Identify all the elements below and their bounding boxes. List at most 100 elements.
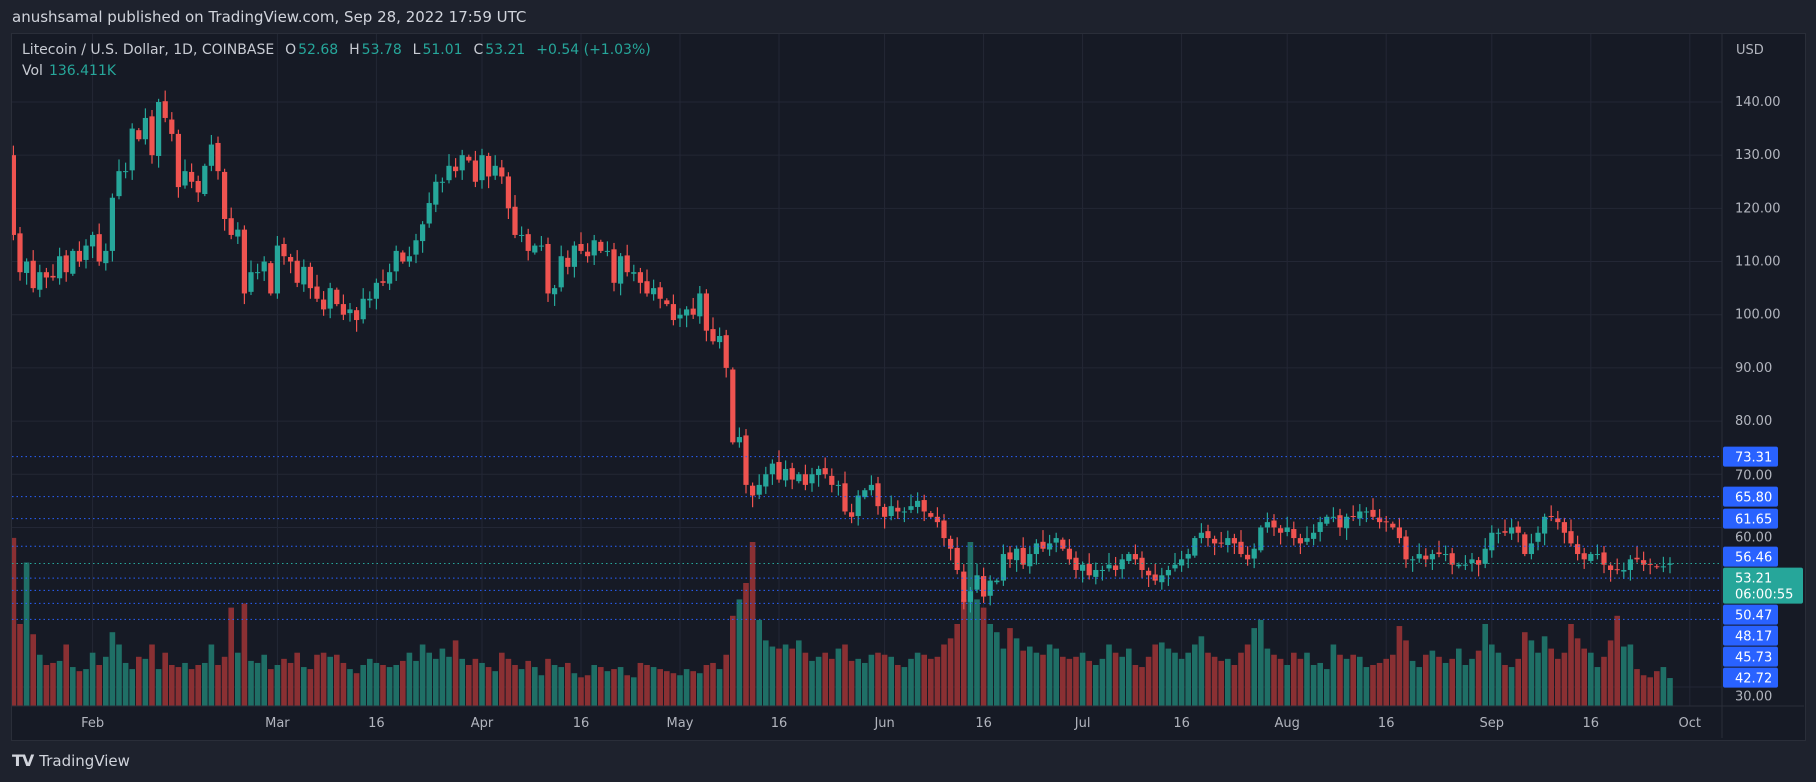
candle-body — [1357, 511, 1363, 519]
candle-body — [24, 261, 30, 273]
candle-body — [525, 234, 531, 251]
volume-bar — [1330, 644, 1337, 706]
candle-body — [1601, 552, 1607, 565]
candle-body — [499, 167, 505, 177]
volume-bar — [914, 652, 921, 706]
candle-body — [420, 224, 426, 242]
candle-body — [1146, 570, 1152, 576]
candle-body — [1515, 526, 1521, 533]
candle-body — [307, 266, 313, 289]
candle-body — [215, 142, 221, 172]
volume-bar — [221, 656, 228, 706]
volume-bar — [122, 662, 129, 706]
candle-body — [1594, 554, 1600, 556]
candle-body — [1185, 554, 1191, 559]
candle-body — [816, 468, 822, 476]
candle-body — [354, 310, 360, 321]
candle-body — [1396, 527, 1402, 539]
candle-body — [123, 171, 129, 173]
volume-bar — [1271, 654, 1277, 706]
candle-body — [1548, 516, 1554, 518]
volume-bar — [1099, 658, 1106, 706]
candle-body — [690, 308, 696, 315]
candle-body — [294, 260, 300, 283]
last-price-badge — [1723, 567, 1803, 604]
volume-bar — [1607, 640, 1614, 706]
price-level-badge — [1723, 604, 1778, 625]
candle-body — [565, 257, 571, 267]
last-price-value: 53.21 — [1735, 572, 1772, 587]
candle-body — [994, 580, 1000, 583]
volume-bar — [327, 656, 333, 706]
candle-body — [1555, 518, 1561, 523]
candle-body — [1456, 564, 1462, 567]
candle-body — [545, 243, 551, 294]
volume-bar — [83, 669, 89, 706]
candle-body — [492, 165, 498, 176]
candle-body — [1284, 527, 1290, 532]
volume-bar — [1522, 632, 1528, 706]
volume-bar — [862, 662, 868, 706]
volume-bar — [261, 654, 267, 706]
candle-body — [618, 256, 624, 284]
candle-body — [116, 171, 122, 197]
candle-body — [1000, 554, 1006, 581]
volume-bar — [1310, 665, 1317, 706]
volume-bar — [1027, 646, 1033, 706]
candle-body — [1344, 516, 1350, 529]
published-caption: anushsamal published on TradingView.com,… — [12, 8, 527, 26]
symbol-name[interactable]: Litecoin / U.S. Dollar, 1D, COINBASE — [22, 42, 275, 58]
candle-body — [373, 282, 379, 299]
candle-body — [1165, 569, 1171, 576]
candle-body — [426, 203, 432, 224]
candle-body — [1535, 532, 1541, 542]
volume-bar — [644, 665, 650, 706]
candle-body — [235, 229, 241, 237]
time-axis-label: 16 — [975, 716, 992, 731]
volume-bar — [1304, 652, 1310, 706]
volume-bar — [380, 665, 386, 706]
close-label: C — [473, 42, 484, 58]
volume-bar — [888, 656, 894, 706]
volume-bar — [1561, 652, 1568, 706]
volume-bar — [1132, 665, 1139, 706]
candle-body — [1462, 564, 1468, 566]
candle-body — [1311, 532, 1317, 539]
time-axis-label: 16 — [368, 716, 385, 731]
candle-body — [1542, 516, 1548, 534]
bar-countdown: 06:00:55 — [1735, 588, 1793, 603]
candle-body — [974, 575, 980, 590]
candle-body — [281, 243, 287, 257]
volume-bar — [961, 599, 967, 706]
candle-body — [1429, 554, 1435, 560]
candle-body — [1621, 569, 1627, 572]
volume-bar — [637, 662, 644, 706]
volume-bar — [439, 648, 446, 706]
volume-bar — [875, 652, 881, 706]
volume-bar — [934, 656, 941, 706]
chart-pane[interactable] — [11, 33, 1806, 741]
volume-bar — [1178, 658, 1185, 706]
volume-bar — [947, 638, 954, 706]
volume-bar — [1013, 638, 1020, 706]
volume-bar — [1396, 626, 1403, 706]
volume-bar — [433, 658, 439, 706]
candle-body — [1179, 559, 1185, 566]
candle-body — [334, 289, 340, 305]
volume-bar — [611, 669, 617, 706]
candle-body — [1304, 538, 1310, 542]
tradingview-brand[interactable]: TV TradingView — [12, 751, 130, 770]
volume-bar — [360, 665, 366, 706]
volume-label: Vol — [22, 63, 43, 79]
volume-bar — [1277, 658, 1284, 706]
candle-body — [954, 547, 960, 570]
volume-bar — [532, 667, 538, 706]
candle-body — [981, 576, 987, 597]
volume-bar — [235, 652, 241, 706]
candle-body — [1416, 554, 1422, 559]
volume-bar — [129, 669, 135, 706]
volume-bar — [334, 654, 340, 706]
volume-bar — [512, 665, 518, 706]
candle-body — [1080, 564, 1086, 571]
